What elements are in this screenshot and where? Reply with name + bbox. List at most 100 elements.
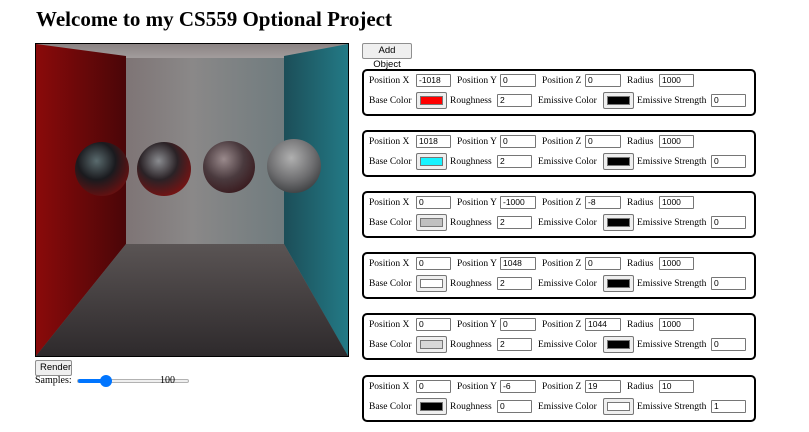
position-z-label: Position Z — [542, 198, 582, 208]
position-z-input[interactable]: 19 — [585, 380, 621, 393]
position-z-input[interactable]: 0 — [585, 135, 621, 148]
add-object-button[interactable]: Add Object — [362, 43, 412, 70]
render-canvas — [35, 43, 349, 357]
position-y-label: Position Y — [457, 137, 498, 147]
emissive-color-label: Emissive Color — [538, 218, 597, 228]
emissive-strength-input[interactable]: 0 — [711, 94, 746, 107]
emissive-strength-label: Emissive Strength — [637, 340, 707, 350]
radius-input[interactable]: 1000 — [659, 135, 694, 148]
samples-label: Samples: — [35, 375, 72, 386]
emissive-color-swatch — [607, 218, 630, 227]
roughness-input[interactable]: 2 — [497, 277, 532, 290]
position-x-input[interactable]: 0 — [416, 380, 451, 393]
samples-slider[interactable] — [77, 375, 189, 387]
radius-input[interactable]: 1000 — [659, 318, 694, 331]
base-color-swatch — [420, 96, 443, 105]
object-panel: Position X -1018 Position Y 0 Position Z… — [362, 69, 756, 116]
position-x-input[interactable]: 0 — [416, 257, 451, 270]
radius-input[interactable]: 1000 — [659, 74, 694, 87]
base-color-picker[interactable] — [416, 92, 447, 109]
base-color-picker[interactable] — [416, 214, 447, 231]
position-z-label: Position Z — [542, 259, 582, 269]
position-y-label: Position Y — [457, 259, 498, 269]
emissive-color-picker[interactable] — [603, 214, 634, 231]
samples-slider-fill — [78, 379, 106, 383]
emissive-strength-label: Emissive Strength — [637, 218, 707, 228]
roughness-label: Roughness — [450, 340, 492, 350]
object-panel: Position X 1018 Position Y 0 Position Z … — [362, 130, 756, 177]
position-z-label: Position Z — [542, 137, 582, 147]
emissive-color-picker[interactable] — [603, 336, 634, 353]
emissive-color-swatch — [607, 340, 630, 349]
position-z-input[interactable]: 0 — [585, 257, 621, 270]
radius-label: Radius — [627, 198, 654, 208]
base-color-label: Base Color — [369, 279, 412, 289]
position-z-input[interactable]: 1044 — [585, 318, 621, 331]
emissive-strength-label: Emissive Strength — [637, 96, 707, 106]
position-x-label: Position X — [369, 76, 410, 86]
samples-slider-thumb[interactable] — [100, 375, 112, 387]
position-y-label: Position Y — [457, 198, 498, 208]
base-color-picker[interactable] — [416, 336, 447, 353]
emissive-strength-input[interactable]: 0 — [711, 338, 746, 351]
position-y-input[interactable]: 0 — [500, 318, 536, 331]
emissive-color-picker[interactable] — [603, 398, 634, 415]
roughness-label: Roughness — [450, 402, 492, 412]
roughness-input[interactable]: 2 — [497, 338, 532, 351]
position-x-input[interactable]: -1018 — [416, 74, 451, 87]
position-z-input[interactable]: 0 — [585, 74, 621, 87]
base-color-swatch — [420, 157, 443, 166]
base-color-picker[interactable] — [416, 398, 447, 415]
emissive-strength-input[interactable]: 0 — [711, 216, 746, 229]
position-z-label: Position Z — [542, 382, 582, 392]
position-y-input[interactable]: -6 — [500, 380, 536, 393]
emissive-color-label: Emissive Color — [538, 340, 597, 350]
radius-input[interactable]: 1000 — [659, 257, 694, 270]
base-color-picker[interactable] — [416, 275, 447, 292]
roughness-label: Roughness — [450, 218, 492, 228]
position-y-input[interactable]: 1048 — [500, 257, 536, 270]
emissive-strength-label: Emissive Strength — [637, 157, 707, 167]
position-x-label: Position X — [369, 198, 410, 208]
base-color-swatch — [420, 218, 443, 227]
emissive-strength-input[interactable]: 0 — [711, 155, 746, 168]
base-color-picker[interactable] — [416, 153, 447, 170]
emissive-color-label: Emissive Color — [538, 279, 597, 289]
position-z-input[interactable]: -8 — [585, 196, 621, 209]
radius-input[interactable]: 1000 — [659, 196, 694, 209]
position-y-input[interactable]: 0 — [500, 74, 536, 87]
emissive-color-label: Emissive Color — [538, 96, 597, 106]
position-y-input[interactable]: 0 — [500, 135, 536, 148]
emissive-strength-input[interactable]: 1 — [711, 400, 746, 413]
radius-label: Radius — [627, 137, 654, 147]
object-panel: Position X 0 Position Y 1048 Position Z … — [362, 252, 756, 299]
position-x-input[interactable]: 0 — [416, 318, 451, 331]
roughness-input[interactable]: 0 — [497, 400, 532, 413]
page-title: Welcome to my CS559 Optional Project — [36, 7, 392, 31]
emissive-color-picker[interactable] — [603, 275, 634, 292]
render-button[interactable]: Render — [35, 360, 72, 376]
emissive-color-swatch — [607, 157, 630, 166]
emissive-strength-input[interactable]: 0 — [711, 277, 746, 290]
object-panel: Position X 0 Position Y -6 Position Z 19… — [362, 375, 756, 422]
radius-label: Radius — [627, 382, 654, 392]
rendered-scene-image — [36, 44, 348, 356]
position-x-label: Position X — [369, 382, 410, 392]
emissive-color-picker[interactable] — [603, 153, 634, 170]
position-x-input[interactable]: 0 — [416, 196, 451, 209]
position-y-label: Position Y — [457, 382, 498, 392]
roughness-input[interactable]: 2 — [497, 94, 532, 107]
position-x-label: Position X — [369, 137, 410, 147]
roughness-input[interactable]: 2 — [497, 216, 532, 229]
emissive-color-swatch — [607, 279, 630, 288]
base-color-label: Base Color — [369, 157, 412, 167]
emissive-strength-label: Emissive Strength — [637, 279, 707, 289]
roughness-input[interactable]: 2 — [497, 155, 532, 168]
position-z-label: Position Z — [542, 320, 582, 330]
radius-input[interactable]: 10 — [659, 380, 694, 393]
position-x-input[interactable]: 1018 — [416, 135, 451, 148]
emissive-color-picker[interactable] — [603, 92, 634, 109]
radius-label: Radius — [627, 320, 654, 330]
position-y-input[interactable]: -1000 — [500, 196, 536, 209]
position-y-label: Position Y — [457, 320, 498, 330]
